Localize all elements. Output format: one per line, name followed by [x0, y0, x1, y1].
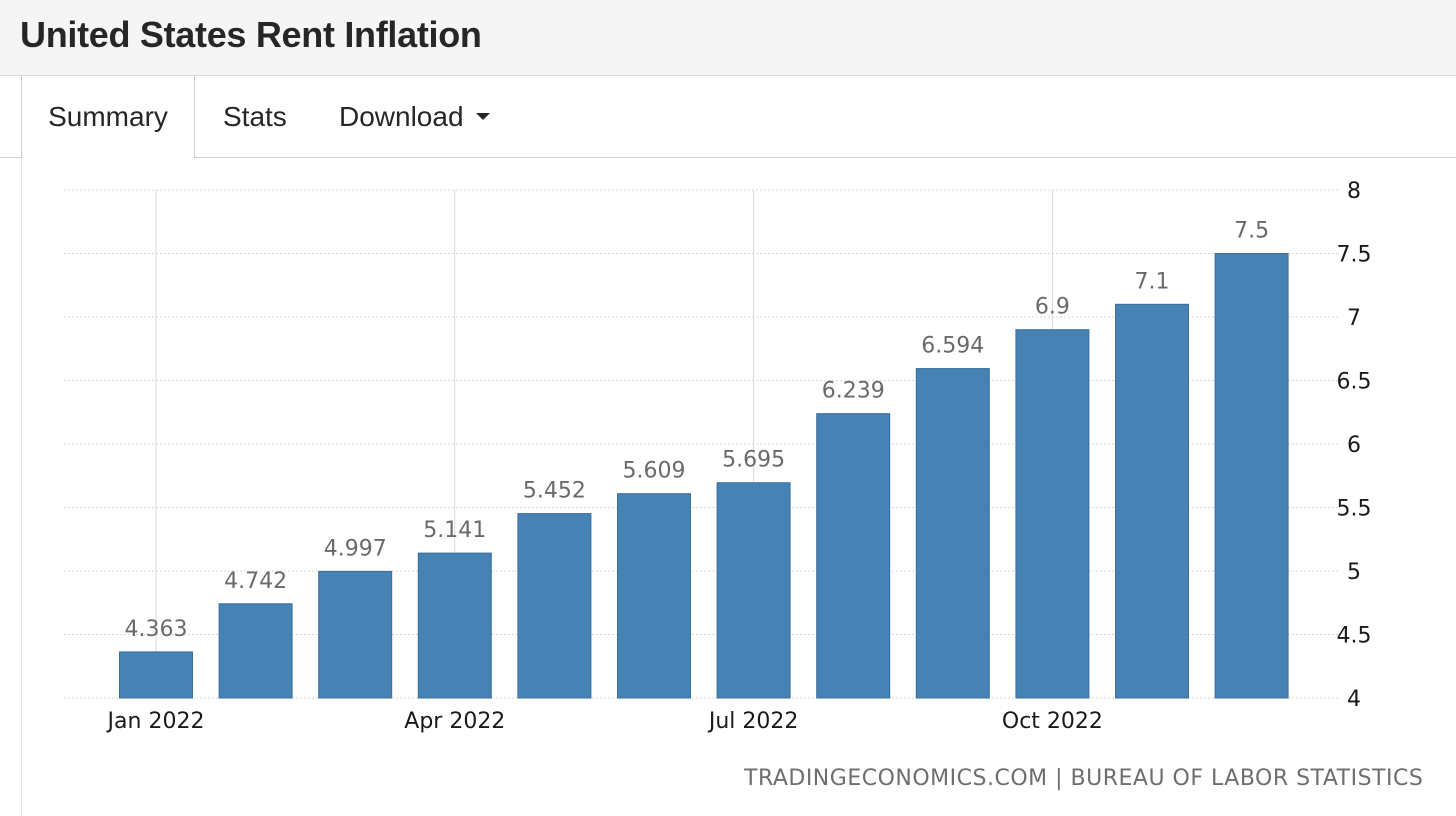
- label-layer: 4.363 4.742 4.997 5.141 5.452 5.609 5.695 6.239…: [125, 219, 1270, 642]
- bar-value-label: 6.594: [921, 334, 984, 359]
- bar-nov-2022[interactable]: [1115, 303, 1189, 699]
- y-tick-label: 4: [1347, 687, 1361, 712]
- bar-value-label: 5.452: [523, 479, 586, 504]
- y-tick-label: 6: [1347, 433, 1361, 458]
- x-tick-label: Jan 2022: [106, 709, 205, 734]
- y-tick-label: 7: [1347, 306, 1361, 331]
- bar-jul-2022[interactable]: [716, 482, 791, 699]
- tab-stats[interactable]: Stats: [223, 76, 287, 158]
- y-tick-label: 8: [1347, 179, 1361, 204]
- page-title: United States Rent Inflation: [20, 14, 482, 55]
- bar-oct-2022[interactable]: [1015, 329, 1090, 699]
- y-tick-label: 7.5: [1337, 243, 1372, 268]
- header-bar: United States Rent Inflation: [0, 0, 1456, 76]
- bar-dec-2022[interactable]: [1214, 253, 1289, 699]
- bar-feb-2022[interactable]: [218, 603, 293, 699]
- source-credit: TRADINGECONOMICS.COM | BUREAU OF LABOR S…: [744, 766, 1424, 791]
- bar-value-label: 4.363: [125, 617, 188, 642]
- tab-bar-divider-left: [0, 157, 21, 158]
- tab-bar: [0, 76, 1456, 158]
- y-tick-label: 6.5: [1337, 370, 1372, 395]
- tab-download[interactable]: Download: [339, 76, 490, 158]
- bar-sep-2022[interactable]: [915, 368, 990, 699]
- bar-apr-2022[interactable]: [417, 552, 492, 699]
- bar-value-label: 4.997: [324, 536, 387, 561]
- tab-summary-label: Summary: [48, 101, 168, 132]
- tab-summary[interactable]: Summary: [21, 76, 195, 158]
- tab-stats-label: Stats: [223, 101, 287, 132]
- bar-value-label: 4.742: [224, 569, 287, 594]
- bar-jan-2022[interactable]: [119, 651, 193, 699]
- bar-value-label: 6.239: [822, 379, 885, 404]
- tab-download-label: Download: [339, 101, 464, 132]
- y-tick-label: 5: [1347, 560, 1361, 585]
- x-tick-label: Jul 2022: [707, 709, 799, 734]
- bar-may-2022[interactable]: [517, 513, 592, 699]
- bar-value-label: 5.609: [623, 459, 686, 484]
- bar-jun-2022[interactable]: [617, 493, 691, 699]
- bar-value-label: 5.695: [722, 448, 785, 473]
- bar-layer: [119, 253, 1289, 699]
- tab-bar-divider: [195, 157, 1456, 158]
- bar-aug-2022[interactable]: [816, 413, 891, 699]
- bar-value-label: 5.141: [423, 518, 486, 543]
- x-tick-label: Apr 2022: [404, 709, 505, 734]
- bar-value-label: 7.1: [1135, 269, 1170, 294]
- x-tick-label: Oct 2022: [1002, 709, 1103, 734]
- bar-value-label: 6.9: [1035, 295, 1070, 320]
- axis-layer: 4 4.5 5 5.5 6 6.5 7 7.5 8 Jan 2022 Apr 2022 Jul 202…: [106, 179, 1372, 734]
- y-tick-label: 4.5: [1337, 624, 1372, 649]
- content-border: [21, 158, 22, 816]
- caret-down-icon: [475, 113, 490, 121]
- bar-mar-2022[interactable]: [318, 570, 393, 699]
- y-tick-label: 5.5: [1337, 497, 1372, 522]
- bar-value-label: 7.5: [1234, 219, 1269, 244]
